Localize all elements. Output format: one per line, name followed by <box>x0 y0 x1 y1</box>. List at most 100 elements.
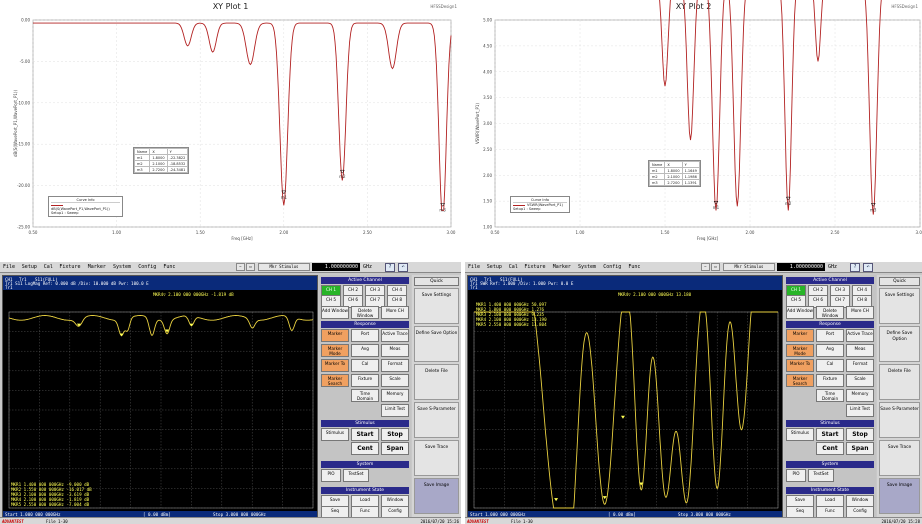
response-key-marker-search[interactable]: Marker Search <box>321 374 349 387</box>
center-key[interactable]: Cent <box>351 442 379 455</box>
memory-key[interactable]: Memory <box>381 389 409 402</box>
response-key-port[interactable]: Port <box>351 329 379 342</box>
response-key-avg[interactable]: Avg <box>351 344 379 357</box>
span-key[interactable]: Span <box>846 442 874 455</box>
marker-readout-line: MKR3 2.100 000 000GHz -3.619 dB <box>11 492 90 497</box>
response-key-avg[interactable]: Avg <box>816 344 844 357</box>
testset-key[interactable]: TestSet <box>808 469 834 482</box>
menu-item-system[interactable]: System <box>578 264 597 270</box>
memory-key[interactable]: Memory <box>846 389 874 402</box>
response-key-active-trace[interactable]: Active Trace <box>846 329 874 342</box>
help-icon[interactable]: ? <box>385 263 395 272</box>
span-key[interactable]: Span <box>381 442 409 455</box>
minimize-button[interactable]: − <box>236 263 245 271</box>
time-domain-key[interactable]: Time Domain <box>816 389 844 402</box>
limit-test-key[interactable]: Limit Test <box>846 404 874 417</box>
response-key-cal[interactable]: Cal <box>351 359 379 372</box>
response-key-marker-to[interactable]: Marker To <box>786 359 814 372</box>
undo-icon[interactable]: ↶ <box>863 263 873 272</box>
pio-key[interactable]: PIO <box>786 469 806 482</box>
plot-canvas: 5.004.504.003.503.002.502.001.501.000.50… <box>475 0 922 241</box>
softkey-save-s-parameter[interactable]: Save S-Parameter <box>414 402 459 438</box>
softkey-delete-file[interactable]: Delete File <box>414 364 459 400</box>
menu-item-fixture[interactable]: Fixture <box>524 264 546 270</box>
channel-key-8[interactable]: CH 8 <box>852 295 872 308</box>
limit-test-key[interactable]: Limit Test <box>381 404 409 417</box>
stop-freq: Stop 3.000 000 000GHz <box>678 512 731 517</box>
response-key-meas[interactable]: Meas <box>381 344 409 357</box>
restore-button[interactable]: ▭ <box>711 263 720 271</box>
response-key-cal[interactable]: Cal <box>816 359 844 372</box>
response-key-marker[interactable]: Marker <box>786 329 814 342</box>
more-ch-key[interactable]: More CH <box>846 306 874 319</box>
menu-item-func[interactable]: Func <box>628 264 641 270</box>
response-key-fixture[interactable]: Fixture <box>816 374 844 387</box>
menu-item-system[interactable]: System <box>113 264 132 270</box>
quick-softkey[interactable]: Quick <box>414 277 459 286</box>
response-key-scale[interactable]: Scale <box>846 374 874 387</box>
more-ch-key[interactable]: More CH <box>381 306 409 319</box>
trace-id: Tr1 <box>470 285 478 290</box>
response-key-marker-mode[interactable]: Marker Mode <box>321 344 349 357</box>
softkey-save-image[interactable]: Save Image <box>879 478 920 514</box>
mkr-stimulus-button[interactable]: Mkr Stimulus <box>258 263 310 271</box>
response-key-scale[interactable]: Scale <box>381 374 409 387</box>
softkey-save-settings[interactable]: Save Settings <box>414 288 459 324</box>
restore-button[interactable]: ▭ <box>246 263 255 271</box>
softkey-define-save-option[interactable]: Define Save Option <box>414 326 459 362</box>
delete-window-key[interactable]: Delete Window <box>351 306 379 319</box>
softkey-define-save-option[interactable]: Define Save Option <box>879 326 920 362</box>
response-key-marker-search[interactable]: Marker Search <box>786 374 814 387</box>
menu-item-func[interactable]: Func <box>163 264 176 270</box>
menu-item-cal[interactable]: Cal <box>43 264 53 270</box>
response-key-format[interactable]: Format <box>846 359 874 372</box>
quick-softkey[interactable]: Quick <box>879 277 920 286</box>
softkey-save-s-parameter[interactable]: Save S-Parameter <box>879 402 920 438</box>
add-window-key[interactable]: Add Window <box>786 306 814 319</box>
menu-item-config[interactable]: Config <box>603 264 622 270</box>
softkey-save-trace[interactable]: Save Trace <box>414 440 459 476</box>
response-key-port[interactable]: Port <box>816 329 844 342</box>
frequency-entry[interactable]: 1.000000000 <box>777 263 825 271</box>
pio-key[interactable]: PIO <box>321 469 341 482</box>
center-key[interactable]: Cent <box>816 442 844 455</box>
response-key-active-trace[interactable]: Active Trace <box>381 329 409 342</box>
frequency-entry[interactable]: 1.000000000 <box>312 263 360 271</box>
menu-item-file[interactable]: File <box>3 264 16 270</box>
minimize-button[interactable]: − <box>701 263 710 271</box>
time-domain-key[interactable]: Time Domain <box>351 389 379 402</box>
undo-icon[interactable]: ↶ <box>398 263 408 272</box>
stop-key[interactable]: Stop <box>381 428 409 441</box>
response-key-marker[interactable]: Marker <box>321 329 349 342</box>
menu-item-config[interactable]: Config <box>138 264 157 270</box>
response-key-marker-mode[interactable]: Marker Mode <box>786 344 814 357</box>
menu-item-setup[interactable]: Setup <box>21 264 37 270</box>
stimulus-key[interactable]: Stimulus <box>321 428 349 441</box>
channel-key-2[interactable]: CH 2 <box>343 285 363 298</box>
response-key-marker-to[interactable]: Marker To <box>321 359 349 372</box>
response-key-meas[interactable]: Meas <box>846 344 874 357</box>
instrument-key-save[interactable]: Save <box>321 495 349 508</box>
delete-window-key[interactable]: Delete Window <box>816 306 844 319</box>
start-key[interactable]: Start <box>351 428 379 441</box>
mkr-stimulus-button[interactable]: Mkr Stimulus <box>723 263 775 271</box>
help-icon[interactable]: ? <box>850 263 860 272</box>
menu-item-file[interactable]: File <box>468 264 481 270</box>
softkey-delete-file[interactable]: Delete File <box>879 364 920 400</box>
softkey-save-image[interactable]: Save Image <box>414 478 459 514</box>
menu-item-setup[interactable]: Setup <box>486 264 502 270</box>
start-key[interactable]: Start <box>816 428 844 441</box>
response-key-format[interactable]: Format <box>381 359 409 372</box>
stop-key[interactable]: Stop <box>846 428 874 441</box>
stimulus-key[interactable]: Stimulus <box>786 428 814 441</box>
menu-item-fixture[interactable]: Fixture <box>59 264 81 270</box>
menu-item-marker[interactable]: Marker <box>87 264 106 270</box>
softkey-save-settings[interactable]: Save Settings <box>879 288 920 324</box>
softkey-save-trace[interactable]: Save Trace <box>879 440 920 476</box>
menu-item-marker[interactable]: Marker <box>552 264 571 270</box>
legend-setup: Setup1 : Sweep <box>51 211 79 215</box>
response-key-fixture[interactable]: Fixture <box>351 374 379 387</box>
testset-key[interactable]: TestSet <box>343 469 369 482</box>
menu-item-cal[interactable]: Cal <box>508 264 518 270</box>
add-window-key[interactable]: Add Window <box>321 306 349 319</box>
